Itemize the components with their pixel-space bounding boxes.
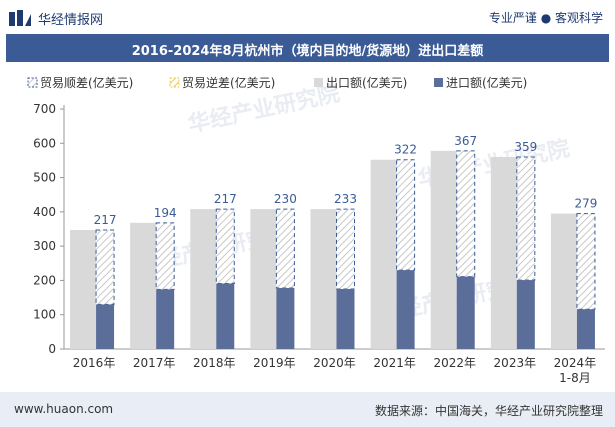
x-tick-label: 2022年 — [433, 356, 476, 370]
legend-swatch — [434, 78, 443, 87]
bar-surplus — [95, 229, 115, 305]
data-label: 322 — [394, 143, 417, 157]
y-tick-label: 200 — [33, 273, 56, 287]
bar-import — [96, 304, 115, 349]
bar-surplus — [275, 208, 295, 289]
bar-export — [370, 159, 397, 349]
x-tick-label: 1-8月 — [559, 371, 591, 385]
legend-swatch — [314, 78, 323, 87]
website-link[interactable]: www.huaon.com — [14, 402, 114, 416]
bar-export — [430, 150, 457, 349]
y-tick-label: 300 — [33, 239, 56, 253]
bar-import — [576, 309, 595, 349]
legend-label: 贸易逆差(亿美元) — [182, 75, 275, 90]
y-tick-label: 700 — [33, 102, 56, 116]
data-label: 217 — [214, 192, 237, 206]
x-tick-label: 2020年 — [313, 356, 356, 370]
x-tick-label: 2021年 — [373, 356, 416, 370]
bar-import — [516, 280, 535, 349]
bar-export — [310, 209, 337, 349]
y-tick-label: 500 — [33, 171, 56, 185]
bar-export — [130, 222, 157, 349]
bar-import — [156, 289, 175, 349]
chart-title: 2016-2024年8月杭州市（境内目的地/货源地）进出口差额 — [131, 44, 484, 59]
data-source: 数据来源：中国海关，华经产业研究院整理 — [374, 404, 603, 418]
bar-import — [276, 287, 295, 349]
bar-surplus — [396, 159, 416, 271]
legend-swatch — [27, 77, 38, 88]
x-tick-label: 2018年 — [193, 356, 236, 370]
y-tick-label: 100 — [33, 308, 56, 322]
header: 华经情报网 专业严谨 ● 客观科学 — [0, 0, 615, 34]
chart: 华经产业研究院华经产业研究院华经产业研究院华经产业研究院 贸易顺差(亿美元)贸易… — [27, 75, 605, 385]
bar-export — [190, 209, 217, 349]
y-tick-label: 600 — [33, 136, 56, 150]
x-tick-label: 2016年 — [73, 356, 116, 370]
legend-label: 出口额(亿美元) — [326, 75, 407, 90]
data-label: 367 — [454, 134, 477, 148]
footer: www.huaon.com 数据来源：中国海关，华经产业研究院整理 — [0, 392, 615, 427]
bar-surplus — [516, 156, 536, 281]
bar-import — [456, 276, 475, 349]
legend-label: 进口额(亿美元) — [446, 75, 527, 90]
data-label: 233 — [334, 192, 357, 206]
x-tick-label: 2024年 — [554, 356, 597, 370]
logo-icon — [9, 10, 31, 26]
bar-surplus — [155, 222, 175, 290]
legend-label: 贸易顺差(亿美元) — [40, 75, 133, 90]
title-bar: 2016-2024年8月杭州市（境内目的地/货源地）进出口差额 — [6, 34, 609, 62]
brand-name: 华经情报网 — [38, 13, 104, 28]
data-label: 230 — [274, 192, 297, 206]
y-tick-label: 400 — [33, 205, 56, 219]
bar-surplus — [215, 208, 235, 285]
x-tick-label: 2023年 — [494, 356, 537, 370]
bar-import — [336, 289, 355, 349]
bar-surplus — [336, 208, 355, 290]
legend-swatch — [169, 77, 180, 88]
data-label: 359 — [514, 140, 537, 154]
bar-import — [396, 270, 415, 349]
bar-export — [250, 209, 277, 349]
legend: 贸易顺差(亿美元) 贸易逆差(亿美元) 出口额(亿美元) 进口额(亿美元) — [27, 75, 527, 90]
bar-import — [216, 283, 235, 349]
data-label: 279 — [574, 197, 597, 211]
x-tick-label: 2017年 — [133, 356, 176, 370]
bar-export — [70, 230, 97, 349]
bar-export — [490, 157, 517, 349]
data-label: 217 — [94, 213, 117, 227]
y-tick-label: 0 — [48, 342, 56, 356]
bar-export — [550, 213, 577, 349]
bar-surplus — [456, 150, 476, 278]
x-tick-label: 2019年 — [253, 356, 296, 370]
bar-surplus — [576, 213, 596, 310]
tagline: 专业严谨 ● 客观科学 — [488, 11, 603, 25]
data-label: 194 — [154, 206, 177, 220]
